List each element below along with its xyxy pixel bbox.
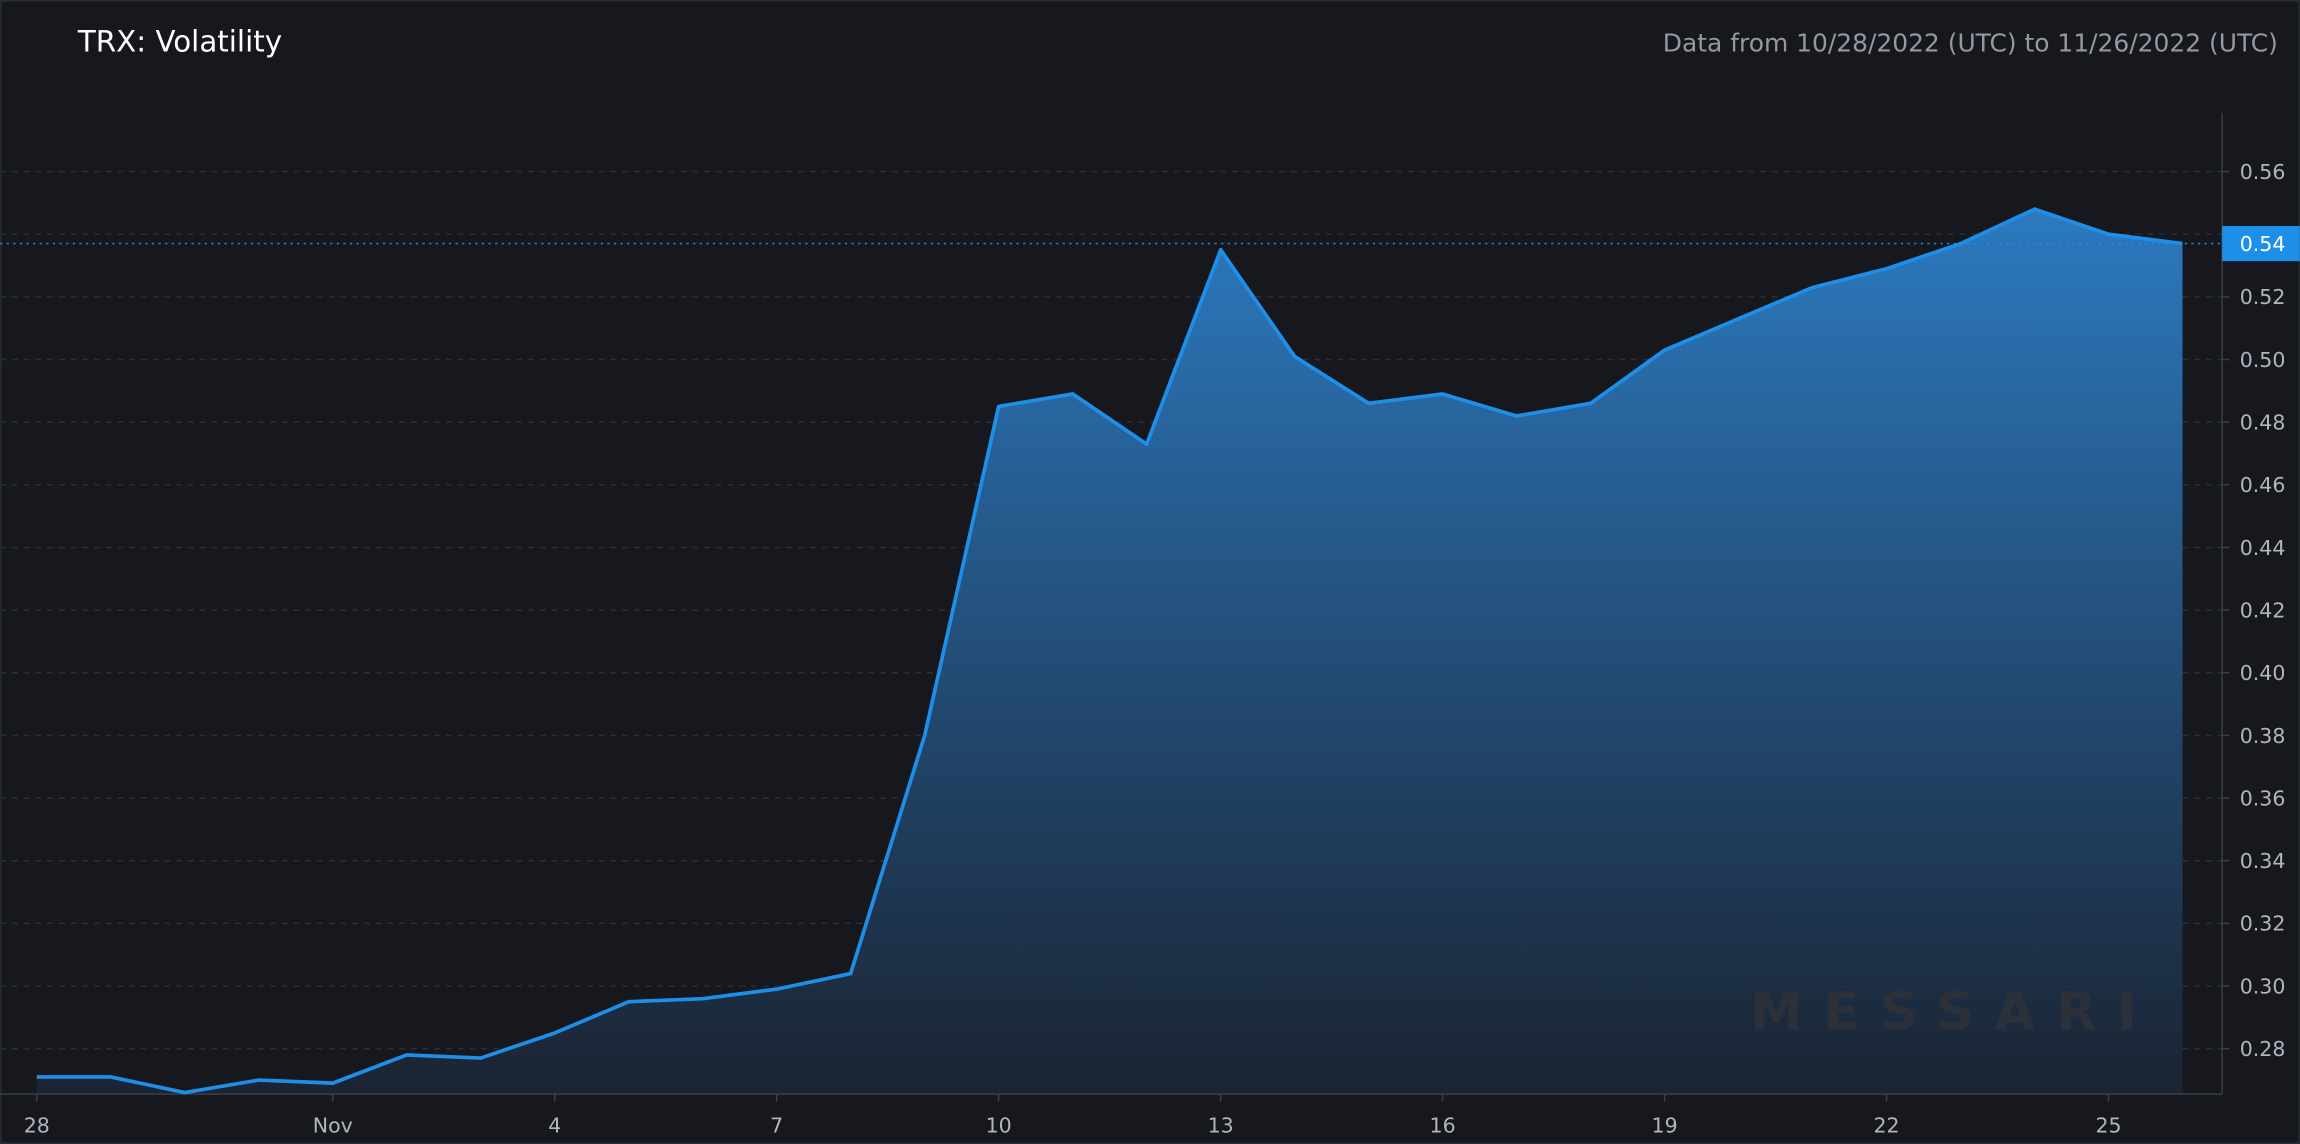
x-tick-label: 25 <box>2095 1113 2121 1137</box>
x-tick-label: 10 <box>986 1113 1012 1137</box>
x-tick-label: 7 <box>770 1113 783 1137</box>
y-tick-label: 0.50 <box>2240 348 2286 372</box>
chart-subtitle: Data from 10/28/2022 (UTC) to 11/26/2022… <box>1663 28 2278 57</box>
y-tick-label: 0.52 <box>2240 285 2286 309</box>
y-tick-label: 0.32 <box>2240 912 2286 936</box>
x-tick-label: 4 <box>548 1113 561 1137</box>
x-tick-label: 22 <box>1874 1113 1900 1137</box>
area-fill <box>36 209 2183 1095</box>
y-tick-label: 0.34 <box>2240 849 2286 873</box>
y-tick-label: 0.46 <box>2240 473 2286 497</box>
watermark: MESSARI <box>1750 982 2157 1043</box>
y-tick-label: 0.30 <box>2240 974 2286 998</box>
y-tick-label: 0.56 <box>2240 160 2286 184</box>
current-value-box <box>2222 225 2300 262</box>
x-tick-label: 19 <box>1652 1113 1678 1137</box>
y-tick-label: 0.38 <box>2240 724 2286 748</box>
x-tick-label: 16 <box>1430 1113 1456 1137</box>
current-value-label: 0.54 <box>2240 232 2286 256</box>
x-tick-label: 28 <box>24 1113 50 1137</box>
x-tick-label: 13 <box>1208 1113 1234 1137</box>
y-tick-label: 0.44 <box>2240 536 2286 560</box>
chart-title: TRX: Volatility <box>77 24 282 58</box>
x-tick-label: Nov <box>313 1113 353 1137</box>
y-tick-label: 0.48 <box>2240 410 2286 434</box>
y-tick-label: 0.28 <box>2240 1037 2286 1061</box>
line <box>36 207 2183 1095</box>
y-tick-label: 0.36 <box>2240 786 2286 810</box>
y-tick-label: 0.42 <box>2240 598 2286 622</box>
y-tick-label: 0.40 <box>2240 661 2286 685</box>
